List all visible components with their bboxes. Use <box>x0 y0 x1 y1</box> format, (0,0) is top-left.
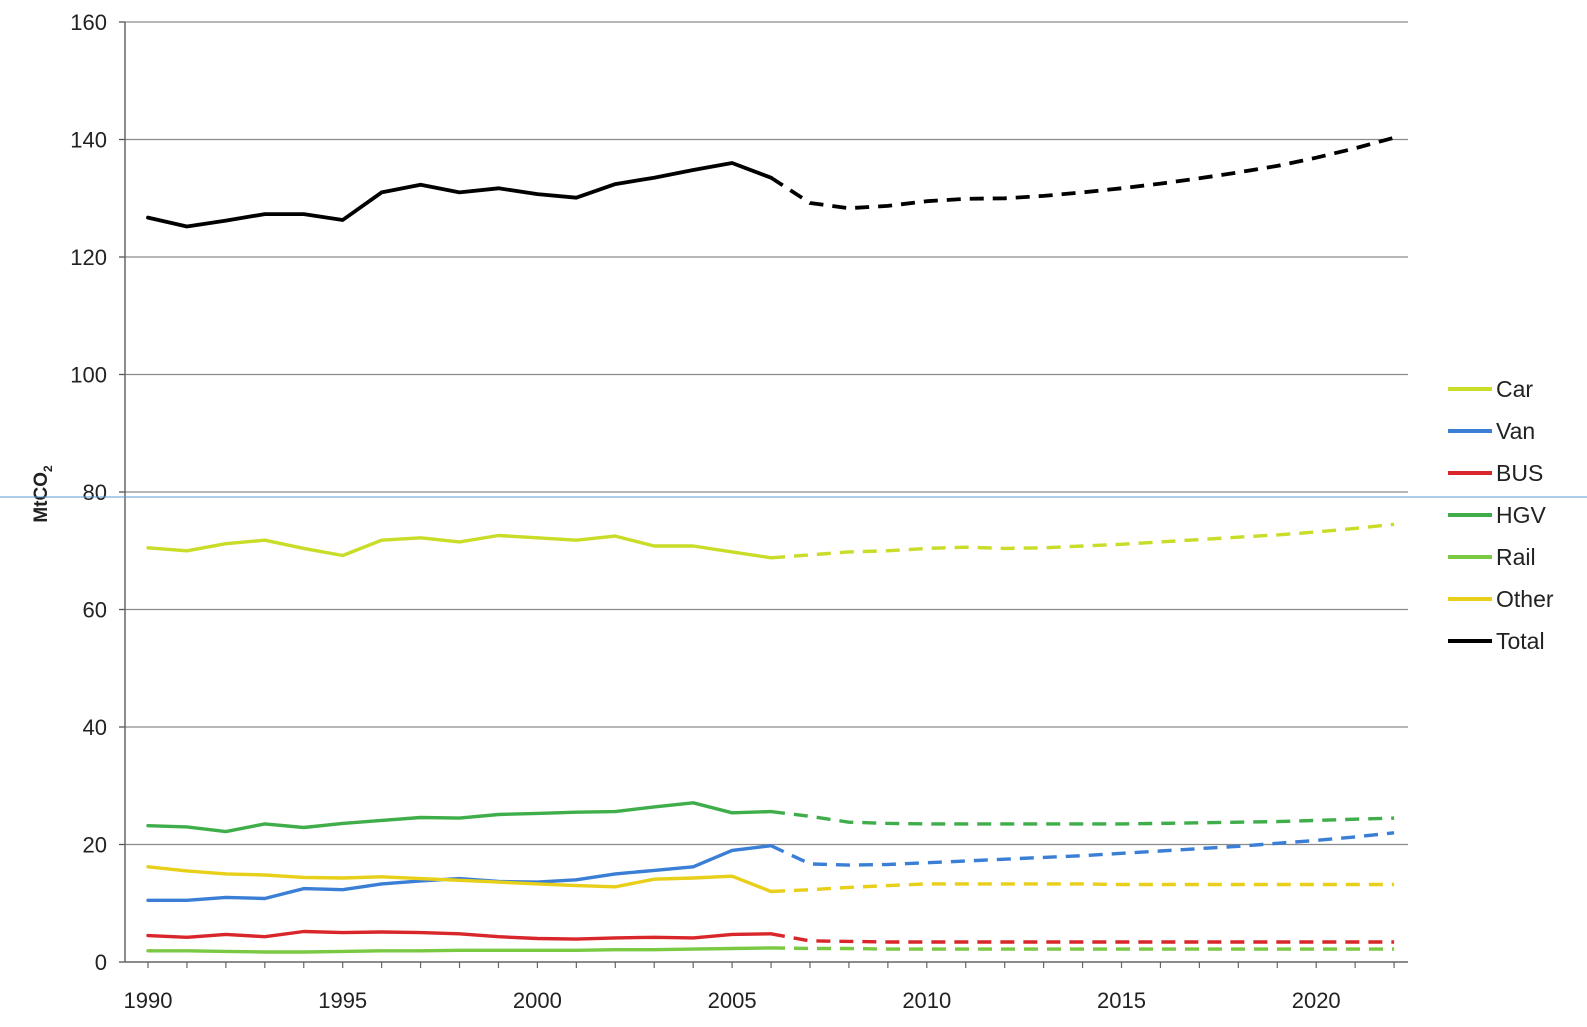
legend-label-hgv: HGV <box>1496 502 1547 528</box>
series-line-car-projection <box>770 522 1395 560</box>
series-line-van-projection <box>770 831 1395 867</box>
gridlines <box>125 21 1408 846</box>
legend-label-other: Other <box>1496 586 1554 612</box>
x-tick-label-1995: 1995 <box>318 988 367 1013</box>
y-tick-label-20: 20 <box>83 833 107 858</box>
x-tick-label-2005: 2005 <box>708 988 757 1013</box>
y-tick-label-0: 0 <box>95 950 107 975</box>
y-tick-label-80: 80 <box>83 480 107 505</box>
legend-label-rail: Rail <box>1496 544 1536 570</box>
y-tick-label-160: 160 <box>70 10 107 35</box>
series-line-car-historical <box>146 533 773 560</box>
series-line-total-projection <box>769 135 1395 211</box>
legend-label-bus: BUS <box>1496 460 1543 486</box>
y-tick-label-40: 40 <box>83 715 107 740</box>
series-line-hgv-projection <box>770 809 1395 826</box>
y-tick-label-60: 60 <box>83 598 107 623</box>
series-line-other-historical <box>146 865 773 894</box>
series-line-bus-projection <box>770 932 1395 944</box>
series-line-bus-historical <box>146 929 773 941</box>
series-line-hgv-historical <box>146 801 773 834</box>
y-tick-label-140: 140 <box>70 128 107 153</box>
x-tick-label-2010: 2010 <box>902 988 951 1013</box>
x-tick-label-2015: 2015 <box>1097 988 1146 1013</box>
legend-label-car: Car <box>1496 376 1533 402</box>
y-axis-title-subscript: 2 <box>41 465 55 472</box>
axes: 0 20 40 60 80 100 120 140 160 1990 1995 2000 2005 201… <box>70 10 1408 1013</box>
series-line-rail-projection <box>770 946 1395 951</box>
series-lines <box>146 135 1395 954</box>
y-axis-title: MtCO2 <box>31 465 55 523</box>
series-line-rail-historical <box>146 946 773 954</box>
x-tick-label-2000: 2000 <box>513 988 562 1013</box>
legend: Car Van BUS HGV Rail Other Total <box>1448 376 1554 654</box>
y-tick-label-100: 100 <box>70 363 107 388</box>
x-tick-label-1990: 1990 <box>124 988 173 1013</box>
x-tick-label-2020: 2020 <box>1292 988 1341 1013</box>
legend-label-total: Total <box>1496 628 1545 654</box>
legend-label-van: Van <box>1496 418 1535 444</box>
series-line-other-projection <box>770 882 1395 894</box>
series-line-total-historical <box>146 161 773 229</box>
y-tick-label-120: 120 <box>70 245 107 270</box>
